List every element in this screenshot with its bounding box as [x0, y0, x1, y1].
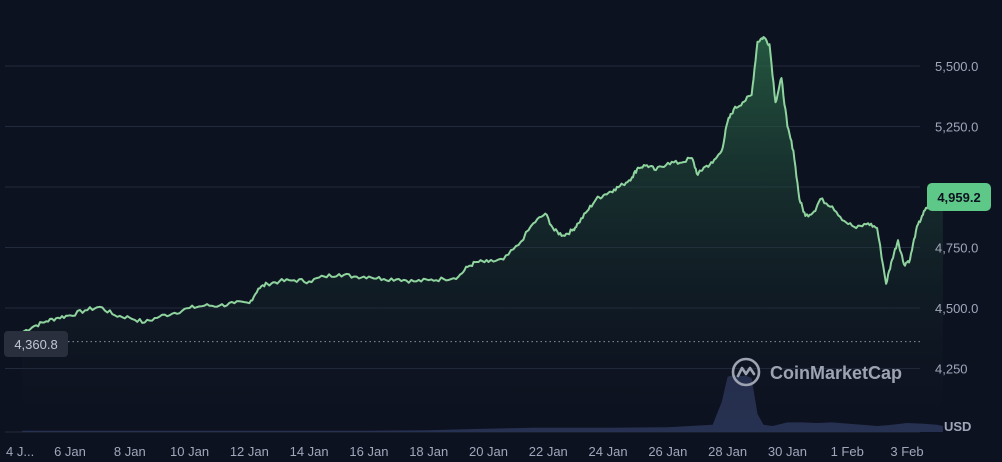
current-price-label: 4,959.2 [937, 190, 980, 205]
x-tick-label: 20 Jan [469, 444, 508, 459]
x-tick-label: 3 Feb [890, 444, 923, 459]
x-tick-label: 26 Jan [648, 444, 687, 459]
x-tick-label: 4 J... [6, 444, 34, 459]
y-axis: 4,250 4,500.0 4,750.0 4,959.2 5,250.0 5,500.0 [935, 59, 978, 377]
x-tick-label: 12 Jan [230, 444, 269, 459]
price-area [22, 37, 943, 432]
x-tick-label: 28 Jan [708, 444, 747, 459]
current-price-badge: 4,959.2 [927, 183, 991, 211]
y-tick-label: 4,250 [935, 362, 968, 377]
x-tick-label: 22 Jan [529, 444, 568, 459]
x-tick-label: 6 Jan [54, 444, 86, 459]
x-tick-label: 24 Jan [589, 444, 628, 459]
y-tick-label: 5,500.0 [935, 59, 978, 74]
x-tick-label: 14 Jan [290, 444, 329, 459]
x-tick-label: 1 Feb [831, 444, 864, 459]
y-tick-label: 4,500.0 [935, 301, 978, 316]
price-line[interactable] [21, 36, 944, 334]
x-tick-label: 10 Jan [170, 444, 209, 459]
x-tick-label: 30 Jan [768, 444, 807, 459]
brand-name: CoinMarketCap [770, 363, 902, 383]
unit-label-group: USD [944, 419, 971, 434]
x-tick-label: 18 Jan [409, 444, 448, 459]
open-price-badge: 4,360.8 [4, 331, 68, 357]
open-price-label: 4,360.8 [14, 337, 57, 352]
coinmarketcap-icon [731, 357, 761, 387]
x-axis: 4 J... 6 Jan 8 Jan 10 Jan 12 Jan 14 Jan 16 Jan… [6, 444, 924, 459]
x-tick-label: 16 Jan [349, 444, 388, 459]
x-tick-label: 8 Jan [114, 444, 146, 459]
y-tick-label: 4,750.0 [935, 241, 978, 256]
coinmarketcap-logo: CoinMarketCap [731, 357, 902, 387]
y-tick-label: 5,250.0 [935, 120, 978, 135]
unit-label: USD [944, 419, 971, 434]
